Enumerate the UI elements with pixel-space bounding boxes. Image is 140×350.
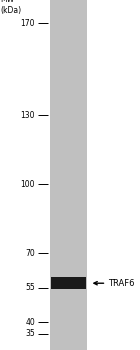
Text: 35: 35 — [25, 329, 35, 338]
Text: TRAF6: TRAF6 — [108, 279, 134, 288]
Text: MW
(kDa): MW (kDa) — [0, 0, 21, 15]
Text: 55: 55 — [25, 284, 35, 292]
Text: 100: 100 — [20, 180, 35, 189]
Bar — [51, 278, 86, 289]
Text: 70: 70 — [25, 249, 35, 258]
Text: 40: 40 — [25, 318, 35, 327]
Bar — [50, 0, 87, 350]
Text: 130: 130 — [20, 111, 35, 120]
Text: 170: 170 — [20, 19, 35, 28]
